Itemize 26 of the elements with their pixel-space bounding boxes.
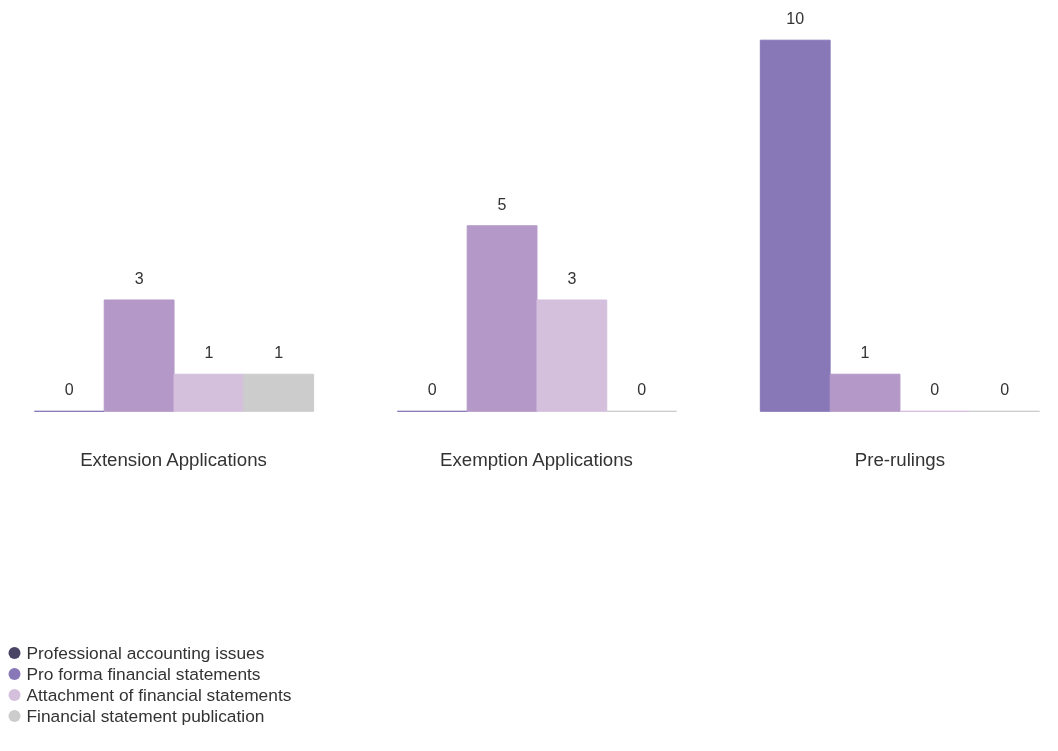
data-label: 0 <box>637 381 647 399</box>
data-label: 0 <box>1000 381 1010 399</box>
bar <box>759 39 831 412</box>
legend-label: Professional accounting issues <box>26 643 265 663</box>
bar <box>173 373 245 412</box>
bar <box>103 299 175 412</box>
data-label: 0 <box>427 381 437 399</box>
legend-label: Attachment of financial statements <box>26 685 292 705</box>
data-label: 5 <box>497 195 507 213</box>
bar <box>536 299 608 412</box>
data-label: 1 <box>204 344 214 362</box>
legend-label: Pro forma financial statements <box>26 664 261 684</box>
bar <box>829 373 901 412</box>
x-tick-label: Extension Applications <box>80 449 267 471</box>
bar <box>466 225 538 412</box>
data-label: 3 <box>567 269 577 287</box>
data-label: 0 <box>930 381 940 399</box>
x-tick-label: Exemption Applications <box>440 449 633 471</box>
data-label: 3 <box>134 269 144 287</box>
bar <box>243 373 315 412</box>
data-label: 1 <box>274 344 284 362</box>
data-label: 10 <box>786 10 805 28</box>
data-label: 0 <box>64 381 74 399</box>
data-label: 1 <box>860 344 870 362</box>
legend-label: Financial statement publication <box>26 706 265 726</box>
x-tick-label: Pre-rulings <box>854 449 946 471</box>
